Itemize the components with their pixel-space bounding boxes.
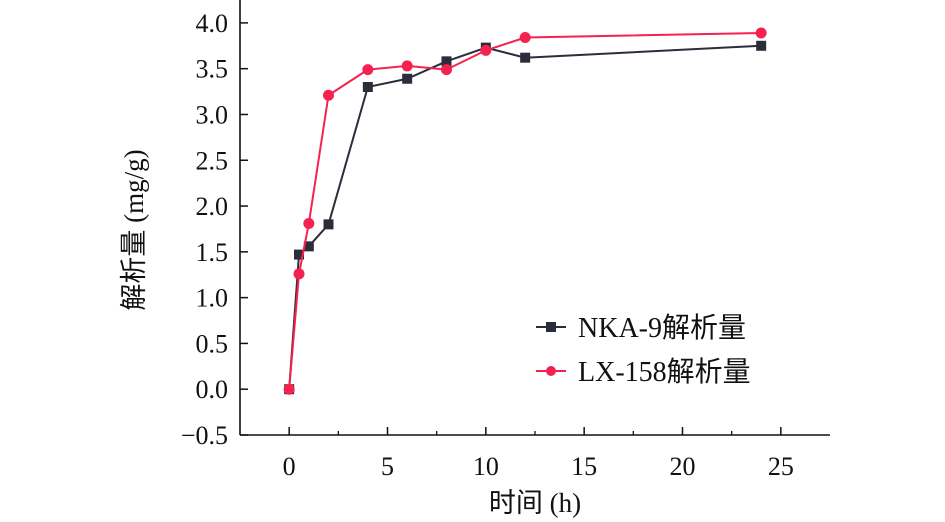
data-point <box>303 217 315 229</box>
x-tick-label: 20 <box>670 452 696 481</box>
data-point <box>362 82 373 92</box>
data-point <box>362 64 374 76</box>
legend-label: LX-158解析量 <box>578 356 751 388</box>
series-line <box>288 31 762 390</box>
y-tick-label: 3.0 <box>196 100 229 129</box>
x-tick-label: 25 <box>768 452 794 481</box>
series-lx-158 <box>283 27 767 395</box>
data-point <box>480 44 492 56</box>
data-point <box>519 32 531 44</box>
y-axis-label: 解析量 (mg/g) <box>119 149 149 310</box>
data-point <box>323 89 334 101</box>
x-tick-label: 15 <box>571 452 597 481</box>
y-tick-label: 1.0 <box>196 284 229 313</box>
data-point <box>303 241 314 252</box>
y-tick-label: 3.5 <box>196 55 229 84</box>
y-tick-label: 1.5 <box>196 238 229 267</box>
data-point <box>441 56 452 67</box>
y-tick-label: −0.5 <box>181 421 228 450</box>
y-tick-label: 4.0 <box>196 9 229 38</box>
legend-label: NKA-9解析量 <box>578 312 746 344</box>
axes: 0 5 10 15 20 25 −0.5 0.0 0.5 1.0 1.5 2.0 2.5 3.0 3.5 4.… <box>181 0 830 481</box>
x-tick-label: 10 <box>473 452 499 481</box>
data-point <box>293 268 305 280</box>
data-point <box>520 52 531 63</box>
data-point <box>756 40 767 51</box>
data-point <box>755 27 767 39</box>
data-point <box>441 64 452 76</box>
series-layer <box>283 27 767 395</box>
data-point <box>402 73 413 84</box>
data-point <box>401 60 413 72</box>
data-point <box>323 219 334 230</box>
legend-marker-circle-icon <box>546 366 556 376</box>
x-tick-label: 0 <box>283 452 296 481</box>
legend-marker-square-icon <box>546 322 556 332</box>
y-tick-label: 0.0 <box>196 375 229 404</box>
y-tick-label: 0.5 <box>196 329 229 358</box>
y-tick-label: 2.0 <box>196 192 229 221</box>
data-point <box>283 383 295 395</box>
x-tick-label: 5 <box>381 452 394 481</box>
y-tick-label: 2.5 <box>196 146 229 175</box>
x-axis-label: 时间 (h) <box>489 488 581 518</box>
legend: NKA-9解析量 LX-158解析量 <box>536 312 751 388</box>
data-point <box>294 249 304 260</box>
